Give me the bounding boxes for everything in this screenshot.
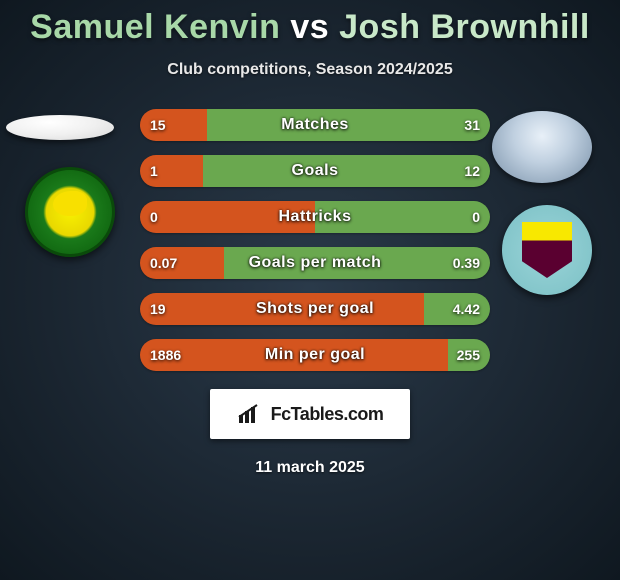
metric-bar-left-segment xyxy=(140,201,315,233)
metric-bar-right-segment xyxy=(448,339,490,371)
branding-chart-icon xyxy=(237,403,265,425)
metric-bar-right-segment xyxy=(224,247,490,279)
metric-bar-left-segment xyxy=(140,247,224,279)
player1-name: Samuel Kenvin xyxy=(30,8,280,46)
player1-club-crest xyxy=(25,167,115,257)
player1-avatar xyxy=(6,115,114,140)
player2-club-crest xyxy=(502,205,592,295)
metric-bar: Hattricks00 xyxy=(140,201,490,233)
player2-name: Josh Brownhill xyxy=(339,8,590,46)
metric-bar-right-segment xyxy=(207,109,491,141)
metric-bar: Shots per goal194.42 xyxy=(140,293,490,325)
comparison-title: Samuel Kenvin vs Josh Brownhill xyxy=(0,0,620,47)
metric-bar-left-segment xyxy=(140,293,424,325)
branding-text: FcTables.com xyxy=(271,404,384,425)
comparison-stage: Matches1531 Goals112 Hattricks00 Goals per … xyxy=(0,109,620,371)
metric-bar: Goals per match0.070.39 xyxy=(140,247,490,279)
metric-bar: Goals112 xyxy=(140,155,490,187)
metric-bar-right-segment xyxy=(315,201,490,233)
vs-separator: vs xyxy=(290,8,329,46)
metric-bar-right-segment xyxy=(203,155,490,187)
metric-bar-right-segment xyxy=(424,293,491,325)
metric-bars-container: Matches1531 Goals112 Hattricks00 Goals per … xyxy=(140,109,490,371)
metric-bar: Matches1531 xyxy=(140,109,490,141)
competition-subtitle: Club competitions, Season 2024/2025 xyxy=(0,61,620,79)
metric-bar-left-segment xyxy=(140,155,203,187)
metric-bar-left-segment xyxy=(140,339,448,371)
player2-avatar xyxy=(492,111,592,183)
branding-badge: FcTables.com xyxy=(210,389,410,439)
metric-bar-left-segment xyxy=(140,109,207,141)
snapshot-date: 11 march 2025 xyxy=(0,459,620,477)
metric-bar: Min per goal1886255 xyxy=(140,339,490,371)
